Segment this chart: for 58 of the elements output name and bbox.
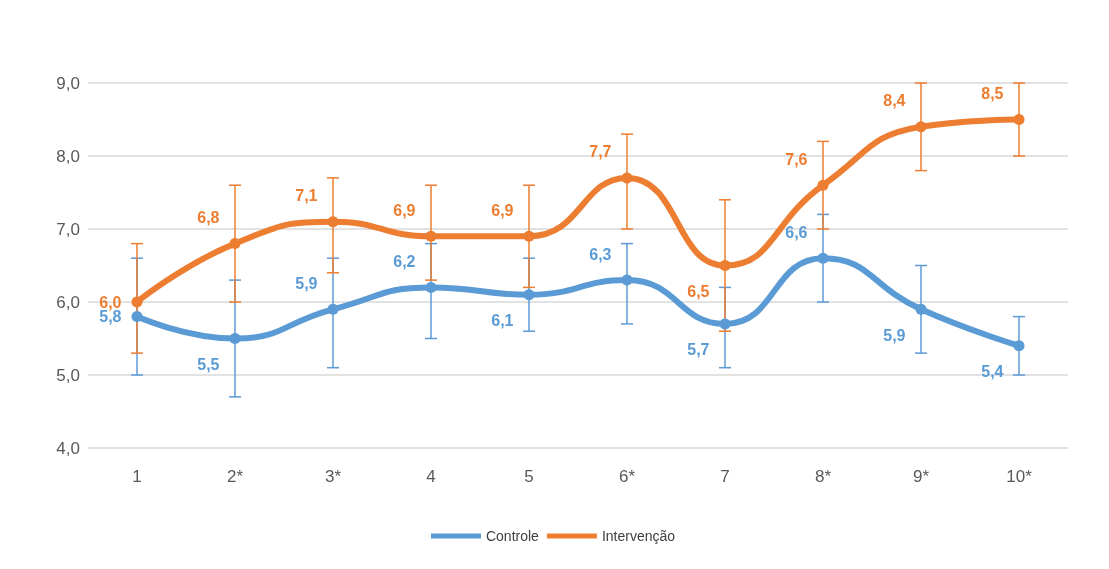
x-tick-label: 5 [524, 467, 534, 486]
point [1013, 340, 1025, 352]
data-label: 7,1 [295, 187, 318, 205]
point [131, 311, 143, 323]
data-label: 6,3 [589, 245, 612, 263]
x-tick-label: 9* [912, 467, 930, 486]
point [817, 252, 829, 264]
x-tick-label: 10* [1006, 467, 1033, 486]
y-tick-label: 9,0 [56, 73, 80, 93]
point [327, 303, 339, 315]
y-tick-label: 5,0 [56, 365, 80, 385]
data-label: 6,1 [491, 312, 514, 330]
legend-label: Intervenção [601, 528, 676, 544]
point [719, 260, 731, 271]
point [425, 230, 437, 242]
point [621, 274, 633, 286]
data-label: 6,6 [785, 223, 808, 241]
legend-label: Controle [485, 528, 540, 544]
point [327, 216, 339, 228]
y-tick-label: 6,0 [56, 292, 80, 312]
point [915, 121, 927, 133]
data-label: 7,7 [589, 143, 612, 161]
point [915, 303, 927, 315]
point [523, 289, 535, 301]
data-label: 7,6 [785, 150, 808, 168]
data-label: 6,2 [393, 252, 416, 270]
data-label: 5,9 [883, 326, 906, 344]
data-label: 6,0 [99, 293, 122, 311]
point [719, 318, 731, 330]
data-label: 5,4 [981, 363, 1004, 381]
y-tick-label: 4,0 [56, 438, 80, 458]
x-tick-label: 3* [324, 467, 342, 486]
point [621, 172, 633, 184]
data-label: 6,9 [393, 201, 416, 219]
data-label: 8,5 [981, 85, 1004, 102]
x-tick-label: 6* [618, 467, 636, 486]
data-label: 6,8 [197, 209, 220, 227]
x-tick-label: 8* [814, 467, 832, 486]
point [1013, 114, 1025, 125]
point [523, 230, 535, 242]
x-tick-label: 7 [720, 467, 730, 486]
data-label: 6,9 [491, 201, 514, 219]
data-label: 5,7 [687, 341, 710, 359]
data-label: 5,8 [99, 308, 122, 326]
x-tick-label: 1 [132, 467, 142, 486]
data-label: 6,5 [687, 283, 710, 300]
point [817, 179, 829, 191]
y-tick-label: 7,0 [56, 219, 80, 239]
data-label: 5,5 [197, 356, 220, 373]
data-label: 8,4 [883, 92, 906, 110]
x-tick-label: 4 [426, 467, 436, 486]
x-tick-label: 2* [226, 467, 244, 486]
point [229, 238, 241, 250]
point [131, 296, 143, 308]
data-label: 5,9 [295, 274, 318, 292]
y-tick-label: 8,0 [56, 146, 80, 166]
point [425, 281, 437, 293]
point [229, 333, 241, 344]
